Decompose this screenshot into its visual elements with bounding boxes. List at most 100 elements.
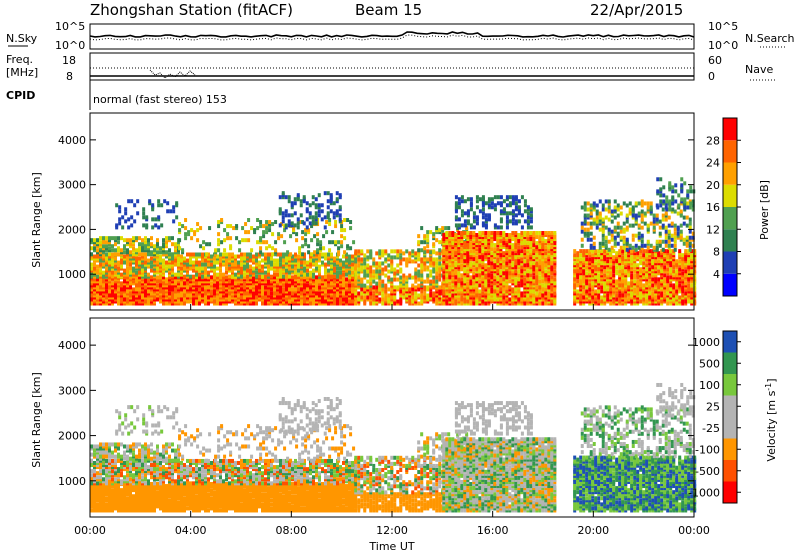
power-cell — [93, 238, 96, 242]
power-cell — [306, 207, 309, 211]
power-cell — [435, 302, 438, 306]
power-cell — [496, 231, 499, 235]
power-cell — [414, 267, 417, 271]
power-cell — [273, 273, 276, 277]
power-cell — [535, 231, 538, 235]
power-cell — [357, 257, 360, 261]
power-cell — [118, 209, 121, 213]
power-cell — [340, 228, 343, 232]
power-cell — [189, 252, 192, 256]
power-cell — [499, 239, 502, 243]
power-cell — [126, 238, 129, 242]
power-cell — [366, 263, 369, 267]
power-cell — [458, 201, 461, 205]
power-cell — [642, 283, 645, 287]
power-cell — [500, 209, 503, 213]
power-cell — [247, 218, 250, 222]
power-cell — [132, 287, 135, 291]
power-cell — [455, 201, 458, 205]
power-cell — [573, 261, 576, 265]
power-cell — [280, 234, 283, 238]
power-cell — [328, 240, 331, 244]
power-cell — [375, 276, 378, 280]
power-cell — [285, 195, 288, 199]
power-cell — [313, 234, 316, 238]
power-cell — [235, 236, 238, 240]
power-cell — [309, 271, 312, 275]
power-cell — [550, 231, 553, 235]
power-cell — [402, 257, 405, 261]
power-cell — [363, 300, 366, 304]
power-cell — [473, 225, 476, 229]
power-cell — [466, 231, 469, 235]
power-cell — [201, 267, 204, 271]
power-cell — [408, 251, 411, 255]
power-cell — [523, 231, 526, 235]
power-cell — [114, 265, 117, 269]
power-cell — [603, 265, 606, 269]
cpid-text: normal (fast stereo) 153 — [93, 93, 227, 106]
power-cell — [244, 222, 247, 226]
power-cell — [130, 199, 133, 203]
power-cell — [363, 257, 366, 261]
power-cell — [621, 265, 624, 269]
power-cell — [435, 280, 438, 284]
power-cell — [414, 251, 417, 255]
power-cell — [253, 228, 256, 232]
power-cell — [423, 280, 426, 284]
power-cell — [417, 284, 420, 288]
power-cell — [411, 249, 414, 253]
power-cell — [460, 247, 463, 251]
power-cell — [408, 257, 411, 261]
power-cell — [334, 224, 337, 228]
power-cell — [138, 252, 141, 256]
power-cell — [180, 255, 183, 259]
power-cell — [511, 231, 514, 235]
power-cell — [500, 225, 503, 229]
power-cell — [153, 244, 156, 248]
power-cell — [500, 201, 503, 205]
power-cell — [445, 245, 448, 249]
power-cell — [457, 297, 460, 301]
power-cell — [550, 257, 553, 261]
power-cell — [511, 251, 514, 255]
power-cell — [291, 275, 294, 279]
power-cell — [509, 195, 512, 199]
power-cell — [348, 255, 351, 259]
power-cell — [291, 201, 294, 205]
power-cell — [255, 271, 258, 275]
power-cell — [291, 297, 294, 301]
power-cell — [432, 250, 435, 254]
power-cell — [294, 275, 297, 279]
power-cell — [515, 219, 518, 223]
power-cell — [420, 240, 423, 244]
power-cell — [396, 270, 399, 274]
power-cell — [399, 267, 402, 271]
power-cell — [270, 261, 273, 265]
power-cell — [576, 289, 579, 293]
power-cell — [493, 285, 496, 289]
power-cell — [576, 251, 579, 255]
power-cell — [219, 257, 222, 261]
power-cell — [435, 272, 438, 276]
power-cell — [225, 259, 228, 263]
power-cell — [294, 267, 297, 271]
power-cell — [399, 297, 402, 301]
power-cell — [417, 263, 420, 267]
power-cell — [99, 269, 102, 273]
power-cell — [243, 252, 246, 256]
power-cell — [226, 236, 229, 240]
power-cell — [210, 263, 213, 267]
power-cell — [585, 271, 588, 275]
power-cell — [476, 195, 479, 199]
date-title: 22/Apr/2015 — [590, 1, 683, 19]
power-cell — [363, 295, 366, 299]
power-cell — [261, 275, 264, 279]
power-cell — [307, 250, 310, 254]
power-cell — [285, 269, 288, 273]
power-cell — [177, 263, 180, 267]
power-cell — [316, 232, 319, 236]
power-cell — [606, 297, 609, 301]
power-cell — [174, 273, 177, 277]
power-cell — [294, 201, 297, 205]
